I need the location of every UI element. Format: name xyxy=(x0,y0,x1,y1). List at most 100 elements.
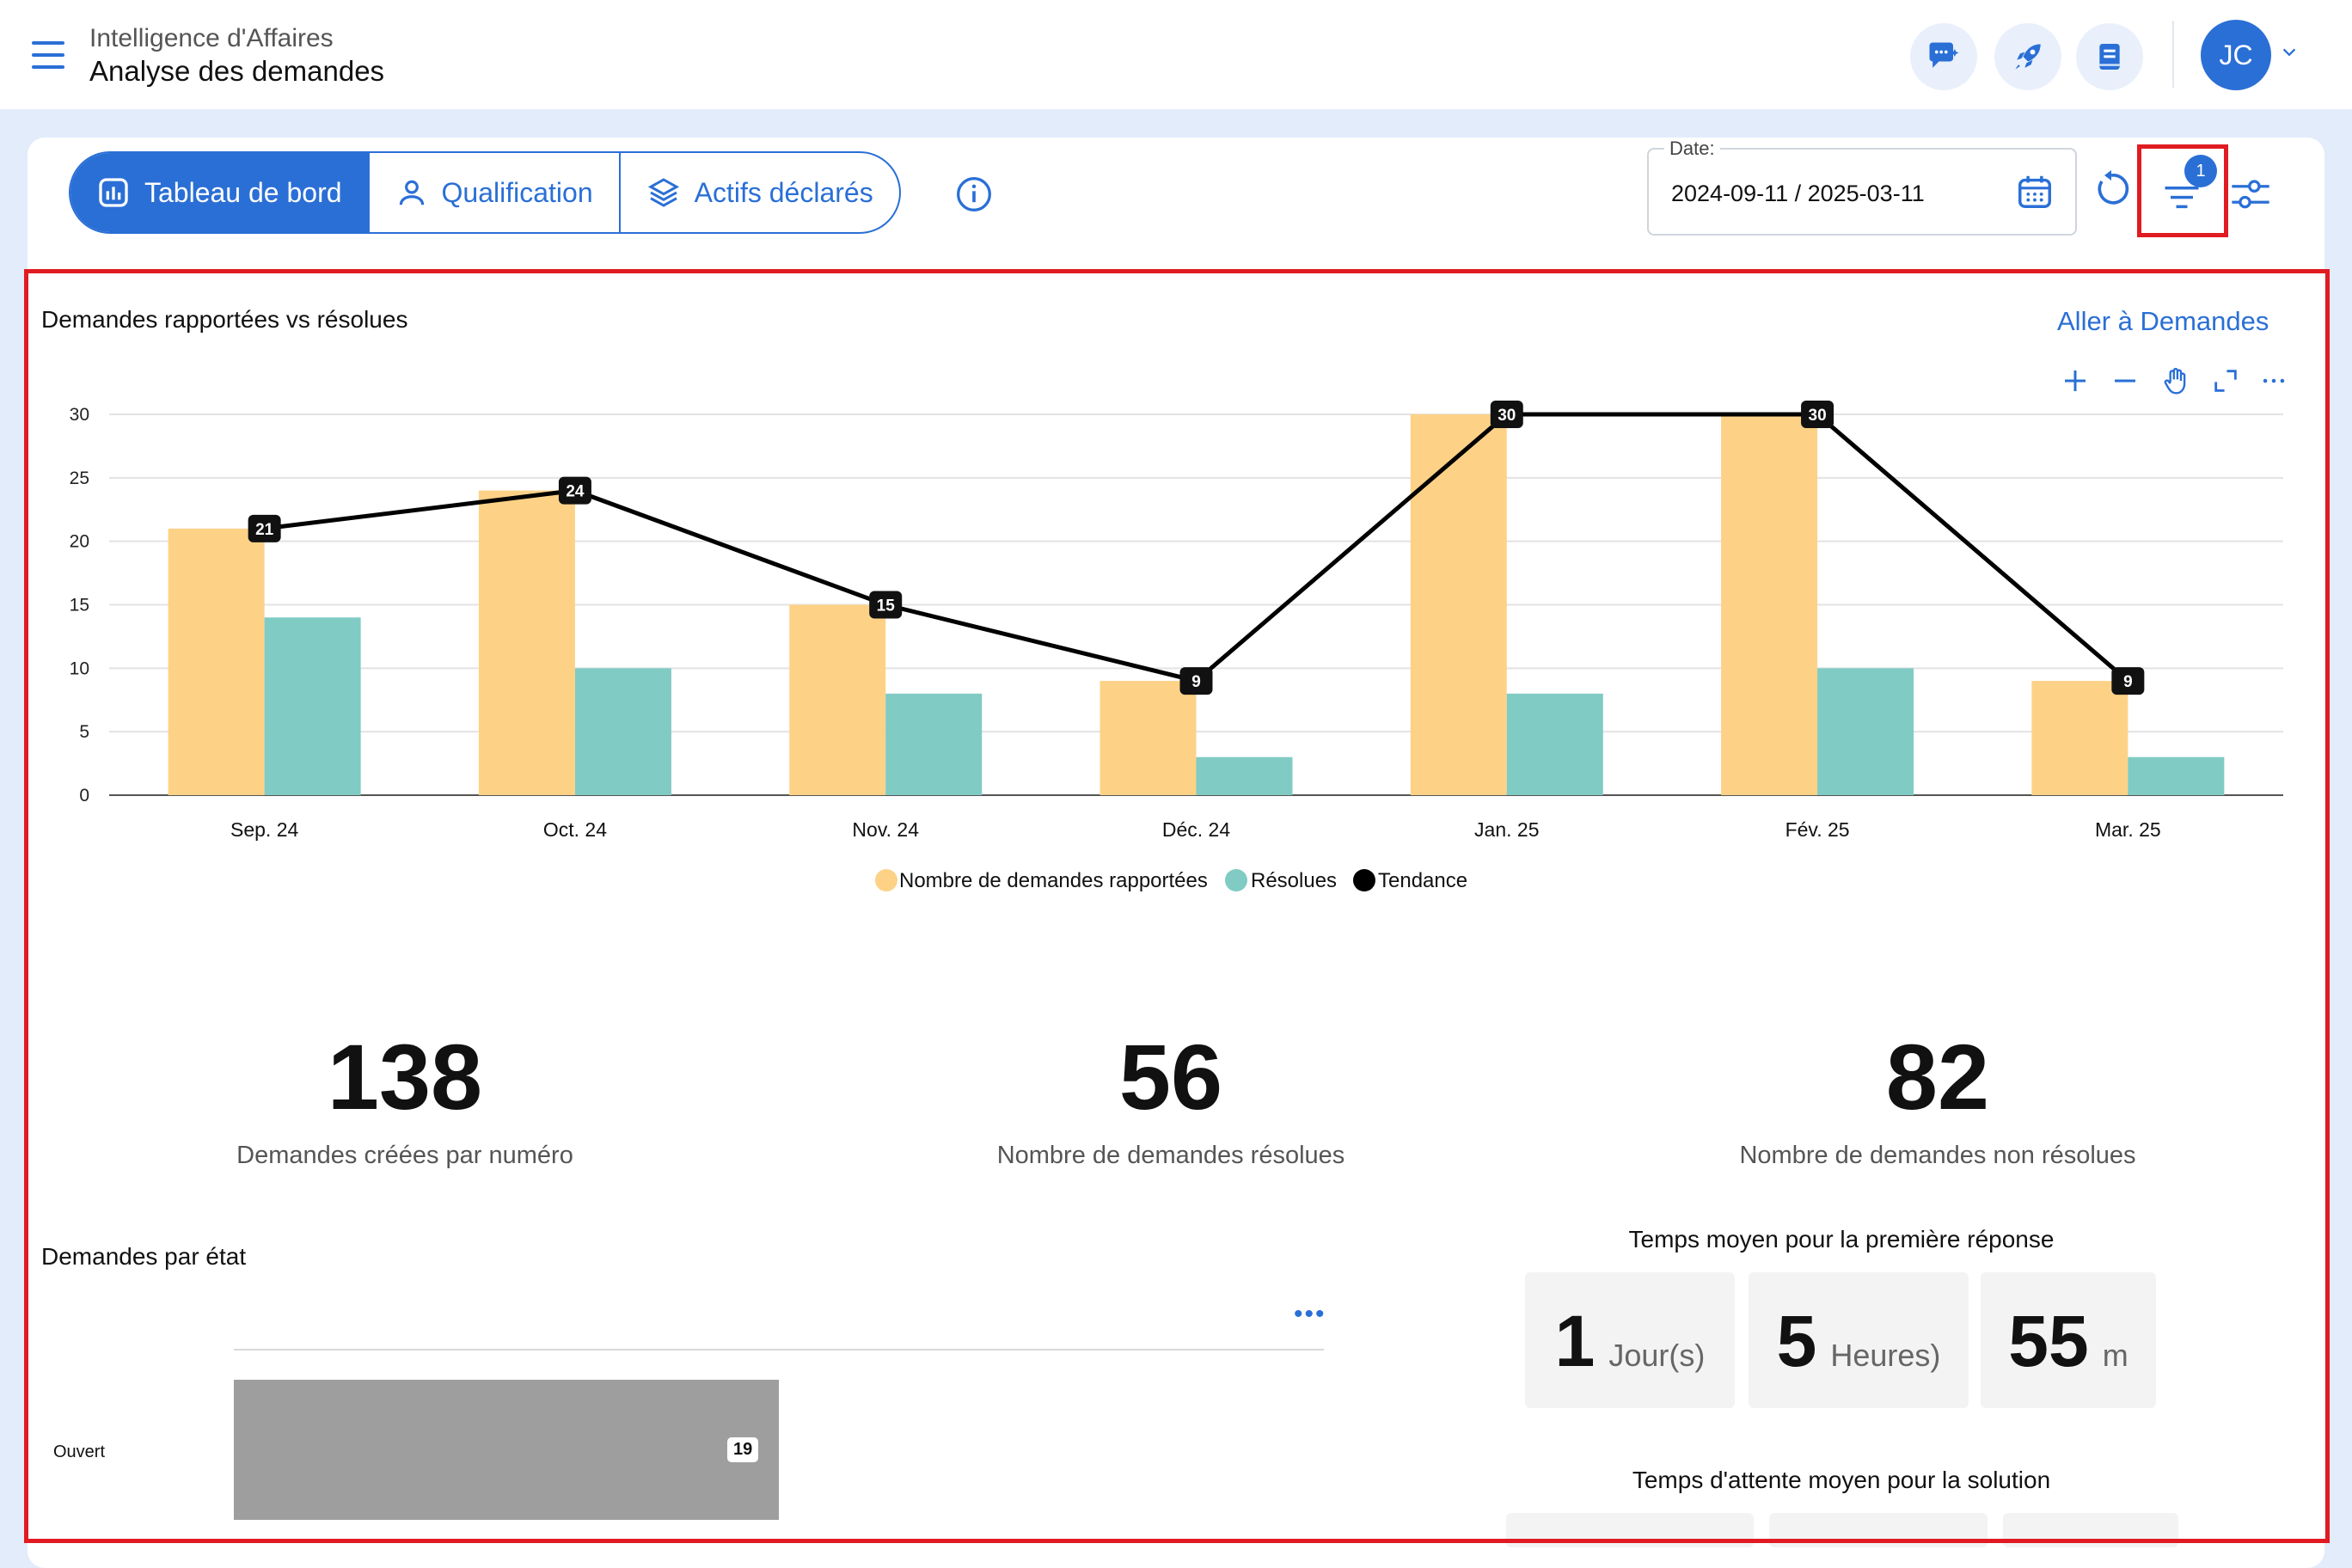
go-to-requests-link[interactable]: Aller à Demandes xyxy=(2057,306,2269,336)
y-tick-label: 30 xyxy=(70,405,89,425)
time-unit: m xyxy=(2102,1338,2128,1373)
kpi-value: 56 xyxy=(1118,1025,1223,1129)
kpi-label: Demandes créées par numéro xyxy=(236,1142,573,1169)
chart-title: Demandes rapportées vs résolues xyxy=(41,306,408,333)
time-minutes: 55 m xyxy=(1981,1272,2156,1408)
kpi-card-created: 138 Demandes créées par numéro xyxy=(31,944,779,1193)
date-range-field[interactable]: Date: 2024-09-11 / 2025-03-11 xyxy=(1647,138,2077,236)
sliders-icon[interactable] xyxy=(2228,172,2273,217)
time-unit: Jour(s) xyxy=(1608,1338,1706,1373)
legend-label: Tendance xyxy=(1378,869,1467,892)
solution-wait-title: Temps d'attente moyen pour la solution xyxy=(1632,1467,2051,1493)
kpi-label: Nombre de demandes résolues xyxy=(996,1142,1345,1169)
kpi-label: Nombre de demandes non résolues xyxy=(1739,1142,2136,1169)
state-bar-value: 19 xyxy=(727,1437,759,1462)
refresh-icon[interactable] xyxy=(2091,168,2132,210)
bar-resolved xyxy=(264,617,361,795)
date-label: Date: xyxy=(1664,138,1720,160)
zoom-out-icon[interactable] xyxy=(2110,365,2141,396)
tab-label: Tableau de bord xyxy=(144,176,342,208)
data-label: 9 xyxy=(1191,673,1201,691)
bar-resolved xyxy=(2128,756,2225,795)
x-tick-label: Oct. 24 xyxy=(543,818,607,841)
info-icon[interactable] xyxy=(955,175,993,213)
x-tick-label: Mar. 25 xyxy=(2095,818,2161,841)
pan-icon[interactable] xyxy=(2159,364,2192,397)
time-unit: Heures) xyxy=(1830,1338,1941,1373)
bar-reported xyxy=(2031,681,2128,795)
data-label-bg xyxy=(1179,667,1213,695)
data-label: 15 xyxy=(877,597,896,616)
y-tick-label: 20 xyxy=(70,532,89,552)
kpi-value: 82 xyxy=(1885,1025,1990,1129)
reset-zoom-icon[interactable] xyxy=(2211,366,2240,395)
tab-declared-assets[interactable]: Actifs déclarés xyxy=(621,153,899,232)
wait-time-box xyxy=(2003,1513,2178,1547)
x-tick-label: Sep. 24 xyxy=(230,818,298,841)
zoom-in-icon[interactable] xyxy=(2060,365,2091,396)
bar-resolved xyxy=(1506,693,1603,795)
data-label-bg xyxy=(2111,667,2145,695)
legend-label: Nombre de demandes rapportées xyxy=(899,869,1208,892)
chat-ai-icon[interactable] xyxy=(1910,23,1977,90)
data-label-bg xyxy=(869,591,903,619)
x-tick-label: Déc. 24 xyxy=(1162,818,1230,841)
state-bar-open[interactable] xyxy=(234,1380,779,1520)
more-icon[interactable] xyxy=(2259,366,2288,395)
filter-highlight-box xyxy=(2137,144,2228,237)
legend-marker xyxy=(1225,869,1247,891)
layers-icon xyxy=(647,178,679,207)
data-label-bg xyxy=(558,476,591,505)
header-divider xyxy=(2172,21,2174,88)
solution-wait-card xyxy=(1370,1449,2312,1568)
time-days: 1 Jour(s) xyxy=(1525,1272,1735,1408)
bar-resolved xyxy=(885,693,983,795)
filter-count-badge: 1 xyxy=(2184,155,2217,187)
wait-time-box xyxy=(1506,1513,1754,1547)
breadcrumb-parent[interactable]: Intelligence d'Affaires xyxy=(89,24,334,52)
chevron-down-icon[interactable] xyxy=(2280,43,2299,62)
bar-reported xyxy=(168,528,265,795)
bar-reported xyxy=(1410,414,1507,795)
bar-reported xyxy=(789,604,886,795)
tab-label: Qualification xyxy=(441,176,593,208)
tab-qualification[interactable]: Qualification xyxy=(370,153,621,232)
time-value: 1 xyxy=(1554,1301,1596,1381)
bar-resolved xyxy=(1817,668,1914,795)
x-tick-label: Jan. 25 xyxy=(1474,818,1539,841)
rocket-icon[interactable] xyxy=(1994,23,2061,90)
tab-dashboard[interactable]: Tableau de bord xyxy=(70,153,370,232)
menu-icon[interactable] xyxy=(32,41,64,69)
calendar-icon[interactable] xyxy=(2015,172,2055,211)
page-title: Analyse des demandes xyxy=(89,55,385,87)
legend-marker xyxy=(875,869,897,891)
kpi-card-resolved: 56 Nombre de demandes résolues xyxy=(794,944,1547,1193)
avatar[interactable]: JC xyxy=(2201,20,2271,90)
data-label: 30 xyxy=(1498,407,1516,425)
time-hours: 5 Heures) xyxy=(1749,1272,1969,1408)
data-label: 30 xyxy=(1809,407,1827,425)
state-bar-label: Ouvert xyxy=(53,1442,106,1461)
legend-marker xyxy=(1353,869,1375,891)
y-tick-label: 0 xyxy=(79,786,89,805)
first-response-title: Temps moyen pour la première réponse xyxy=(1628,1226,2055,1253)
y-tick-label: 15 xyxy=(70,596,89,616)
time-value: 55 xyxy=(2008,1301,2089,1381)
x-tick-label: Nov. 24 xyxy=(852,818,919,841)
top-bar: Intelligence d'Affaires Analyse des dema… xyxy=(0,0,2352,109)
filter-icon[interactable] xyxy=(2159,175,2204,220)
kpi-card-unresolved: 82 Nombre de demandes non résolues xyxy=(1563,944,2312,1193)
y-tick-label: 10 xyxy=(70,658,89,678)
bar-resolved xyxy=(1196,756,1293,795)
date-range-value: 2024-09-11 / 2025-03-11 xyxy=(1671,181,1925,206)
more-icon[interactable]: ••• xyxy=(1294,1300,1326,1328)
trend-chart-card xyxy=(31,273,2312,928)
book-icon[interactable] xyxy=(2076,23,2143,90)
trend-chart: 0 5 10 15 20 25 30 Sep. 24 Oct. 24 Nov. 24 Déc. 24… xyxy=(70,401,2283,892)
bar-reported xyxy=(1099,681,1197,795)
view-tabs: Tableau de bord Qualification Actifs déc… xyxy=(69,151,901,234)
wait-time-box xyxy=(1769,1513,1988,1547)
bar-reported xyxy=(478,490,575,795)
tab-label: Actifs déclarés xyxy=(694,176,873,208)
state-chart-title: Demandes par état xyxy=(41,1243,247,1270)
